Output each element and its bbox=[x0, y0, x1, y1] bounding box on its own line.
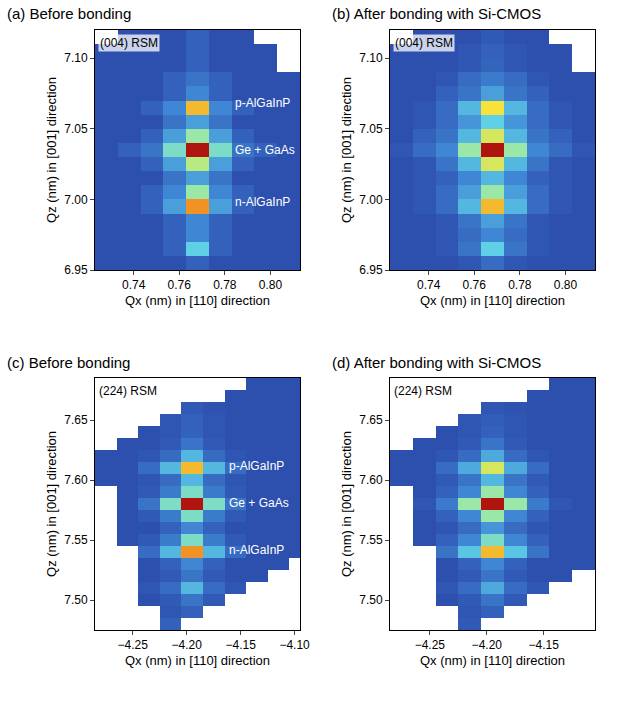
svg-text:7.05: 7.05 bbox=[359, 122, 383, 136]
svg-text:(224) RSM: (224) RSM bbox=[394, 384, 452, 398]
svg-text:(004) RSM: (004) RSM bbox=[100, 36, 158, 50]
svg-text:7.50: 7.50 bbox=[359, 593, 383, 607]
svg-text:7.05: 7.05 bbox=[64, 122, 88, 136]
svg-text:n-AlGaInP: n-AlGaInP bbox=[235, 195, 290, 209]
svg-text:p-AlGaInP: p-AlGaInP bbox=[229, 459, 284, 473]
svg-text:−4.15: −4.15 bbox=[225, 638, 256, 652]
svg-text:7.00: 7.00 bbox=[359, 193, 383, 207]
svg-text:0.80: 0.80 bbox=[554, 278, 578, 292]
svg-text:7.65: 7.65 bbox=[359, 413, 383, 427]
svg-text:7.10: 7.10 bbox=[359, 51, 383, 65]
svg-text:7.50: 7.50 bbox=[64, 593, 88, 607]
svg-text:Qz (nm) in [001] direction: Qz (nm) in [001] direction bbox=[339, 431, 354, 577]
svg-text:Qx (nm) in [110] direction: Qx (nm) in [110] direction bbox=[125, 293, 270, 308]
svg-text:7.55: 7.55 bbox=[359, 533, 383, 547]
svg-text:0.76: 0.76 bbox=[168, 278, 192, 292]
svg-text:6.95: 6.95 bbox=[359, 263, 383, 277]
svg-text:(004) RSM: (004) RSM bbox=[395, 36, 453, 50]
svg-text:p-AlGaInP: p-AlGaInP bbox=[235, 96, 290, 110]
svg-text:(a) Before bonding: (a) Before bonding bbox=[7, 5, 131, 22]
svg-text:−4.20: −4.20 bbox=[472, 638, 503, 652]
svg-text:7.60: 7.60 bbox=[64, 473, 88, 487]
svg-text:6.95: 6.95 bbox=[64, 263, 88, 277]
svg-text:−4.20: −4.20 bbox=[172, 638, 203, 652]
svg-text:Qz (nm) in [001] direction: Qz (nm) in [001] direction bbox=[339, 77, 354, 223]
svg-text:Ge + GaAs: Ge + GaAs bbox=[235, 143, 295, 157]
svg-text:7.55: 7.55 bbox=[64, 533, 88, 547]
svg-text:−4.25: −4.25 bbox=[118, 638, 149, 652]
svg-text:(b) After bonding with Si-CMOS: (b) After bonding with Si-CMOS bbox=[332, 5, 541, 22]
svg-text:(c) Before bonding: (c) Before bonding bbox=[7, 354, 130, 371]
svg-text:7.60: 7.60 bbox=[359, 473, 383, 487]
svg-text:Qx (nm) in [110] direction: Qx (nm) in [110] direction bbox=[125, 653, 270, 668]
svg-text:n-AlGaInP: n-AlGaInP bbox=[229, 543, 284, 557]
svg-text:7.65: 7.65 bbox=[64, 413, 88, 427]
svg-text:0.74: 0.74 bbox=[417, 278, 441, 292]
svg-text:Qz (nm) in [001] direction: Qz (nm) in [001] direction bbox=[44, 431, 59, 577]
svg-text:(224) RSM: (224) RSM bbox=[99, 384, 157, 398]
svg-text:7.10: 7.10 bbox=[64, 51, 88, 65]
svg-text:−4.10: −4.10 bbox=[279, 638, 310, 652]
svg-text:0.80: 0.80 bbox=[259, 278, 283, 292]
svg-text:(d) After bonding with Si-CMOS: (d) After bonding with Si-CMOS bbox=[332, 354, 541, 371]
svg-text:Qz (nm) in [001] direction: Qz (nm) in [001] direction bbox=[44, 77, 59, 223]
svg-text:0.76: 0.76 bbox=[463, 278, 487, 292]
svg-text:−4.15: −4.15 bbox=[529, 638, 560, 652]
svg-text:−4.25: −4.25 bbox=[415, 638, 446, 652]
svg-text:0.78: 0.78 bbox=[508, 278, 532, 292]
svg-text:7.00: 7.00 bbox=[64, 193, 88, 207]
svg-text:0.74: 0.74 bbox=[122, 278, 146, 292]
svg-text:Ge + GaAs: Ge + GaAs bbox=[229, 496, 289, 510]
svg-text:0.78: 0.78 bbox=[213, 278, 237, 292]
svg-text:Qx (nm) in [110] direction: Qx (nm) in [110] direction bbox=[420, 293, 565, 308]
svg-text:Qx (nm) in [110] direction: Qx (nm) in [110] direction bbox=[420, 653, 565, 668]
